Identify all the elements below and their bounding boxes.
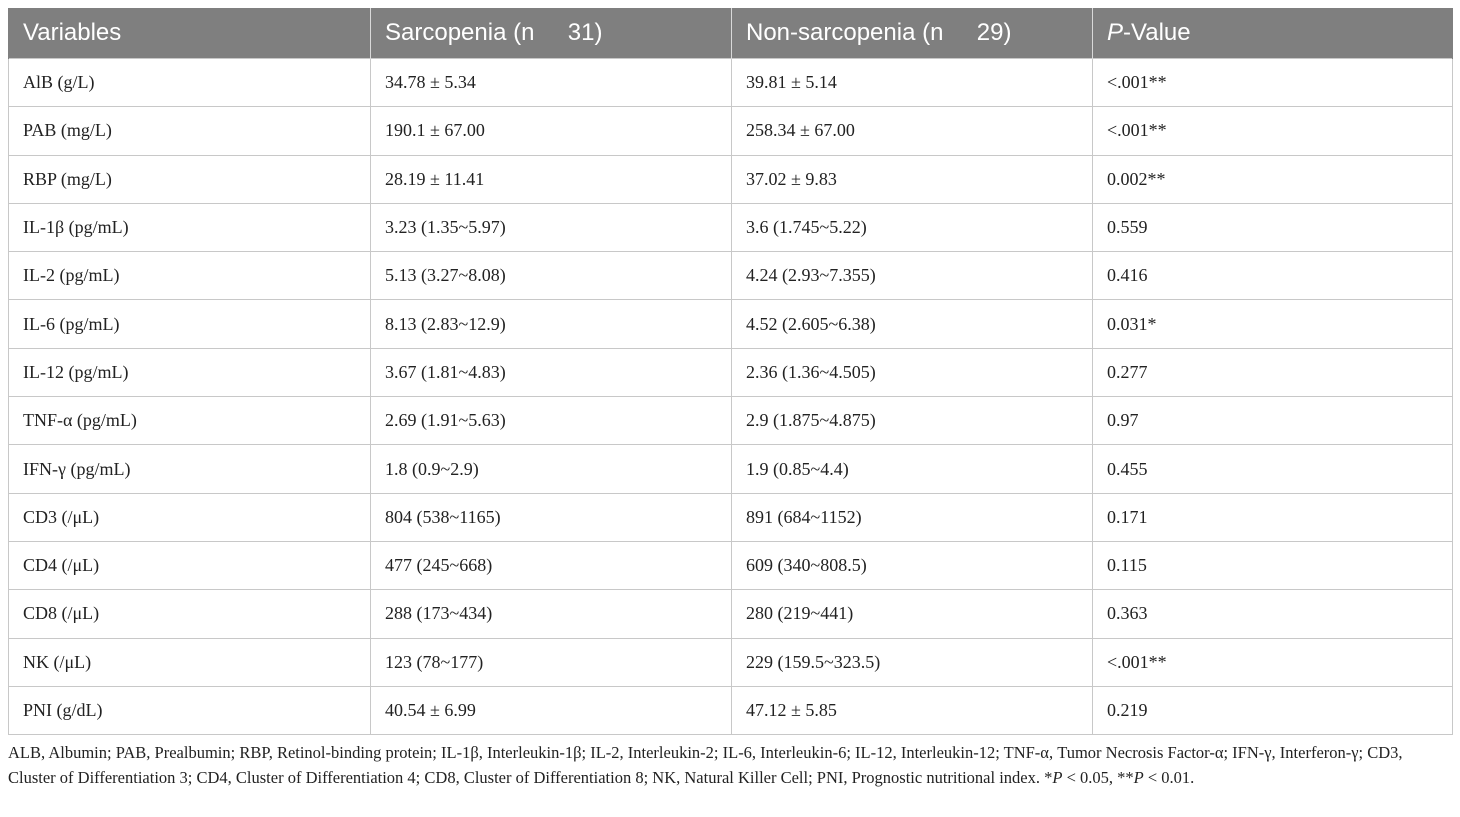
table-row: TNF-α (pg/mL) 2.69 (1.91~5.63) 2.9 (1.875~… — [8, 396, 1453, 446]
cell-non-sarcopenia: 1.9 (0.85~4.4) — [731, 444, 1093, 494]
cell-sarcopenia: 8.13 (2.83~12.9) — [370, 299, 732, 349]
cell-variable: RBP (mg/L) — [8, 154, 371, 204]
cell-sarcopenia: 5.13 (3.27~8.08) — [370, 251, 732, 301]
footnote-sig-2: **P < 0.01. — [1117, 768, 1195, 787]
header-variables: Variables — [8, 8, 371, 59]
table-row: CD8 (/μL) 288 (173~434) 280 (219~441) 0.363 — [8, 589, 1453, 639]
cell-variable: CD3 (/μL) — [8, 492, 371, 542]
cell-p-value: 0.277 — [1092, 347, 1453, 398]
cell-p-value: <.001** — [1092, 637, 1453, 687]
cell-variable: CD8 (/μL) — [8, 589, 371, 639]
cell-variable: IFN-γ (pg/mL) — [8, 444, 371, 494]
table-row: PNI (g/dL) 40.54 ± 6.99 47.12 ± 5.85 0.219 — [8, 685, 1453, 736]
table-row: CD3 (/μL) 804 (538~1165) 891 (684~1152) 0.1… — [8, 492, 1453, 542]
header-non-sarcopenia: Non-sarcopenia (n 29) — [731, 8, 1093, 59]
cell-variable: IL-1β (pg/mL) — [8, 202, 371, 253]
header-p-rest: -Value — [1123, 19, 1191, 46]
header-non-sarcopenia-label: Non-sarcopenia (n — [746, 19, 944, 46]
table-row: CD4 (/μL) 477 (245~668) 609 (340~808.5) 0.1… — [8, 540, 1453, 591]
cell-non-sarcopenia: 4.52 (2.605~6.38) — [731, 299, 1093, 349]
cell-p-value: 0.363 — [1092, 589, 1453, 639]
cell-sarcopenia: 123 (78~177) — [370, 637, 732, 687]
cell-variable: NK (/μL) — [8, 637, 371, 687]
cell-non-sarcopenia: 47.12 ± 5.85 — [731, 685, 1093, 736]
table-header: Variables Sarcopenia (n 31) Non-sarcopen… — [8, 8, 1453, 59]
header-sarcopenia-label: Sarcopenia (n — [385, 19, 535, 46]
table-row: NK (/μL) 123 (78~177) 229 (159.5~323.5) <.0… — [8, 637, 1453, 687]
header-p-italic: P — [1107, 19, 1124, 46]
table-row: IFN-γ (pg/mL) 1.8 (0.9~2.9) 1.9 (0.85~4.4)… — [8, 444, 1453, 494]
cell-p-value: <.001** — [1092, 57, 1453, 108]
cell-p-value: <.001** — [1092, 106, 1453, 156]
cell-p-value: 0.115 — [1092, 540, 1453, 591]
cell-sarcopenia: 3.23 (1.35~5.97) — [370, 202, 732, 253]
cell-non-sarcopenia: 4.24 (2.93~7.355) — [731, 251, 1093, 301]
cell-sarcopenia: 477 (245~668) — [370, 540, 732, 591]
table-row: IL-1β (pg/mL) 3.23 (1.35~5.97) 3.6 (1.745~… — [8, 202, 1453, 253]
cell-p-value: 0.416 — [1092, 251, 1453, 301]
footnote-sig-1: *P < 0.05, — [1044, 768, 1114, 787]
cell-p-value: 0.455 — [1092, 444, 1453, 494]
cell-non-sarcopenia: 609 (340~808.5) — [731, 540, 1093, 591]
table-body: AlB (g/L) 34.78 ± 5.34 39.81 ± 5.14 <.001**… — [8, 57, 1453, 736]
cell-non-sarcopenia: 2.36 (1.36~4.505) — [731, 347, 1093, 398]
cell-sarcopenia: 804 (538~1165) — [370, 492, 732, 542]
table-row: RBP (mg/L) 28.19 ± 11.41 37.02 ± 9.83 0.002… — [8, 154, 1453, 204]
header-non-sarcopenia-n: 29) — [976, 19, 1012, 46]
cell-variable: AlB (g/L) — [8, 57, 371, 108]
header-sarcopenia-n: 31) — [567, 19, 603, 46]
cell-p-value: 0.559 — [1092, 202, 1453, 253]
table-footnote: ALB, Albumin; PAB, Prealbumin; RBP, Reti… — [8, 740, 1452, 790]
table-row: PAB (mg/L) 190.1 ± 67.00 258.34 ± 67.00 <.0… — [8, 106, 1453, 156]
cell-sarcopenia: 28.19 ± 11.41 — [370, 154, 732, 204]
cell-variable: TNF-α (pg/mL) — [8, 396, 371, 446]
cell-non-sarcopenia: 37.02 ± 9.83 — [731, 154, 1093, 204]
table-row: IL-12 (pg/mL) 3.67 (1.81~4.83) 2.36 (1.36~… — [8, 347, 1453, 398]
cell-variable: IL-6 (pg/mL) — [8, 299, 371, 349]
footnote-definitions: ALB, Albumin; PAB, Prealbumin; RBP, Reti… — [8, 743, 1403, 787]
cell-sarcopenia: 1.8 (0.9~2.9) — [370, 444, 732, 494]
cell-non-sarcopenia: 3.6 (1.745~5.22) — [731, 202, 1093, 253]
cell-sarcopenia: 2.69 (1.91~5.63) — [370, 396, 732, 446]
cell-non-sarcopenia: 258.34 ± 67.00 — [731, 106, 1093, 156]
cell-non-sarcopenia: 39.81 ± 5.14 — [731, 57, 1093, 108]
cell-p-value: 0.171 — [1092, 492, 1453, 542]
cell-sarcopenia: 190.1 ± 67.00 — [370, 106, 732, 156]
cell-non-sarcopenia: 280 (219~441) — [731, 589, 1093, 639]
cell-p-value: 0.97 — [1092, 396, 1453, 446]
cell-sarcopenia: 288 (173~434) — [370, 589, 732, 639]
table-row: IL-6 (pg/mL) 8.13 (2.83~12.9) 4.52 (2.605~… — [8, 299, 1453, 349]
cell-non-sarcopenia: 2.9 (1.875~4.875) — [731, 396, 1093, 446]
table-row: AlB (g/L) 34.78 ± 5.34 39.81 ± 5.14 <.001** — [8, 57, 1453, 108]
cell-variable: PNI (g/dL) — [8, 685, 371, 736]
cell-sarcopenia: 3.67 (1.81~4.83) — [370, 347, 732, 398]
results-table: Variables Sarcopenia (n 31) Non-sarcopen… — [8, 8, 1453, 736]
header-p-value: P-Value — [1092, 8, 1453, 59]
cell-variable: CD4 (/μL) — [8, 540, 371, 591]
cell-non-sarcopenia: 229 (159.5~323.5) — [731, 637, 1093, 687]
cell-p-value: 0.031* — [1092, 299, 1453, 349]
cell-sarcopenia: 40.54 ± 6.99 — [370, 685, 732, 736]
data-table-container: Variables Sarcopenia (n 31) Non-sarcopen… — [8, 8, 1453, 736]
header-row: Variables Sarcopenia (n 31) Non-sarcopen… — [8, 8, 1453, 59]
cell-variable: IL-12 (pg/mL) — [8, 347, 371, 398]
table-row: IL-2 (pg/mL) 5.13 (3.27~8.08) 4.24 (2.93~7… — [8, 251, 1453, 301]
cell-variable: IL-2 (pg/mL) — [8, 251, 371, 301]
cell-variable: PAB (mg/L) — [8, 106, 371, 156]
cell-p-value: 0.002** — [1092, 154, 1453, 204]
cell-p-value: 0.219 — [1092, 685, 1453, 736]
cell-non-sarcopenia: 891 (684~1152) — [731, 492, 1093, 542]
cell-sarcopenia: 34.78 ± 5.34 — [370, 57, 732, 108]
header-sarcopenia: Sarcopenia (n 31) — [370, 8, 732, 59]
